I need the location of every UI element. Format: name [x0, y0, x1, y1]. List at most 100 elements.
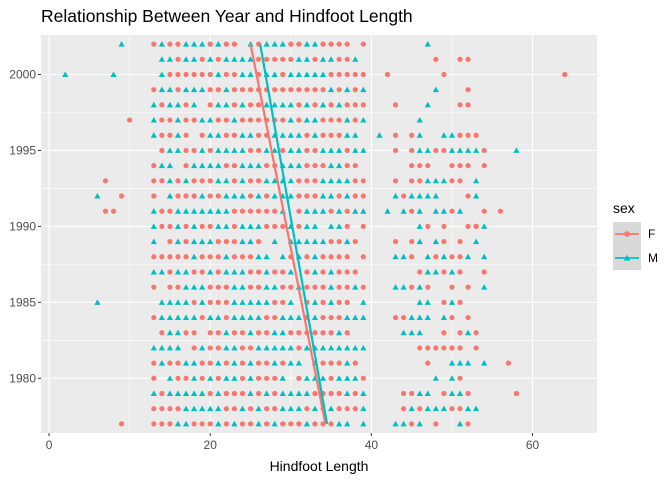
point-m: [473, 238, 480, 245]
point-m: [344, 390, 351, 396]
point-m: [174, 238, 182, 245]
point-m: [166, 56, 174, 62]
point-m: [191, 405, 198, 412]
point-m: [319, 208, 327, 214]
point-f: [264, 56, 270, 62]
trend-line-m: [259, 43, 329, 425]
point-f: [215, 238, 221, 245]
point-m: [352, 344, 359, 351]
point-f: [255, 132, 262, 138]
point-f: [247, 193, 254, 199]
point-m: [473, 147, 480, 153]
point-f: [328, 421, 334, 427]
point-f: [207, 71, 213, 78]
point-m: [263, 101, 270, 108]
point-f: [336, 56, 342, 62]
point-m: [416, 390, 423, 396]
point-m: [432, 375, 439, 381]
point-m: [295, 162, 302, 169]
point-m: [182, 208, 190, 214]
point-f: [320, 41, 326, 47]
point-f: [320, 163, 326, 169]
point-m: [239, 56, 246, 62]
point-m: [360, 208, 367, 214]
point-m: [231, 192, 238, 199]
point-f: [264, 360, 270, 366]
point-f: [280, 223, 286, 230]
point-f: [255, 117, 262, 123]
point-f: [175, 178, 181, 184]
point-m: [416, 238, 423, 245]
point-f: [465, 390, 471, 397]
point-m: [247, 375, 254, 381]
point-f: [336, 284, 342, 290]
point-f: [473, 330, 479, 336]
point-m: [207, 314, 214, 321]
point-m: [223, 375, 230, 381]
point-f: [441, 238, 447, 245]
point-f: [239, 390, 246, 397]
point-f: [175, 71, 181, 78]
point-f: [312, 330, 318, 336]
point-m: [207, 375, 214, 381]
point-m: [239, 314, 246, 321]
point-m: [231, 375, 238, 381]
point-f: [151, 87, 157, 93]
point-f: [247, 406, 254, 412]
point-f: [352, 163, 358, 169]
point-f: [151, 406, 157, 412]
point-m: [464, 360, 472, 366]
point-m: [336, 375, 343, 381]
point-f: [207, 284, 213, 290]
point-m: [223, 344, 230, 351]
point-f: [167, 421, 173, 427]
point-f: [255, 147, 262, 154]
point-m: [255, 299, 262, 305]
point-f: [272, 406, 278, 412]
point-f-outlier: [102, 178, 109, 184]
grid-layer: [41, 35, 597, 433]
point-m: [360, 390, 367, 396]
point-f: [296, 117, 302, 123]
point-f: [207, 299, 213, 305]
point-m: [287, 147, 294, 153]
point-f: [360, 102, 366, 108]
point-f: [247, 421, 254, 427]
point-m: [303, 420, 311, 427]
point-f: [199, 375, 205, 381]
point-f: [159, 117, 165, 123]
point-m: [295, 314, 302, 321]
point-m: [255, 253, 262, 260]
point-m: [344, 116, 351, 123]
point-m: [199, 299, 206, 305]
point-m: [271, 147, 278, 153]
point-f: [264, 223, 270, 230]
point-m: [360, 299, 367, 305]
point-f: [352, 269, 358, 275]
point-f: [344, 223, 350, 230]
point-f: [336, 117, 342, 123]
point-f: [215, 87, 221, 93]
point-f: [344, 330, 350, 336]
point-f: [175, 56, 181, 62]
point-f: [465, 193, 471, 199]
point-f-outlier: [465, 102, 471, 108]
point-f: [417, 163, 423, 169]
point-f: [231, 71, 237, 78]
point-m: [215, 147, 222, 153]
point-f: [191, 269, 197, 275]
point-f: [320, 314, 326, 321]
point-m: [199, 192, 206, 199]
point-f: [175, 41, 181, 47]
point-f: [449, 345, 455, 351]
point-f: [167, 71, 173, 78]
point-m: [295, 390, 302, 396]
point-m: [271, 420, 278, 427]
point-m: [311, 253, 319, 260]
point-f: [207, 360, 213, 366]
point-f: [328, 375, 334, 381]
point-f: [151, 284, 157, 290]
point-f: [231, 390, 237, 397]
point-f: [247, 147, 254, 154]
point-m: [327, 284, 335, 290]
